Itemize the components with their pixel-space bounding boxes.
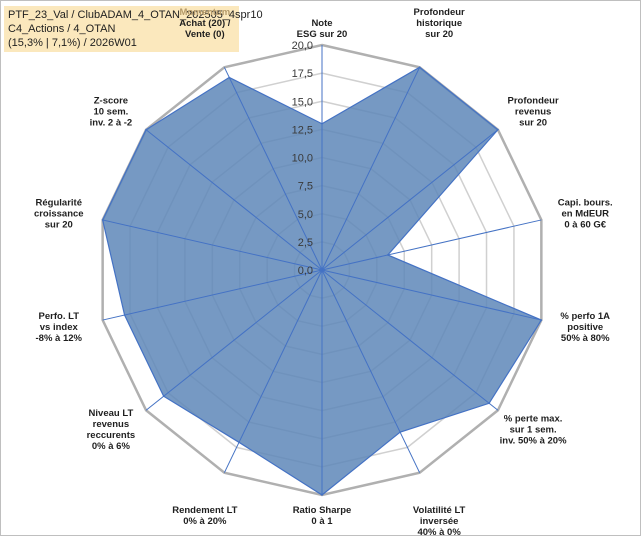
axis-label: Note ESG sur 20	[297, 18, 348, 40]
tick-label: 2,5	[298, 237, 313, 249]
axis-spoke	[321, 269, 499, 411]
tick-label: 15,0	[292, 96, 313, 108]
data-point	[418, 66, 421, 69]
period-line: (15,3% | 7,1%) / 2026W01	[8, 37, 137, 49]
data-point	[238, 441, 240, 444]
axis-spoke	[321, 129, 499, 271]
axis-label: Momentum Achat (20) / Vente (0)	[179, 7, 231, 40]
axis-label: Z-score 10 sem. inv. 2 à -2	[90, 95, 133, 128]
axis-spoke	[145, 269, 323, 411]
data-point	[387, 254, 389, 256]
data-point	[321, 494, 323, 496]
tick-label: 7,5	[298, 181, 313, 193]
data-point	[488, 402, 490, 405]
tick-label: 17,5	[292, 68, 313, 80]
data-point	[145, 128, 147, 131]
axis-spoke	[321, 67, 421, 271]
axis-label: % perte max. sur 1 sem. inv. 50% à 20%	[500, 413, 567, 446]
portfolio-line: PTF_23_Val / ClubADAM_4_OTAN_202505_4spr…	[8, 9, 263, 21]
axis-label: Profondeur historique sur 20	[414, 7, 465, 40]
axis-spoke	[223, 67, 323, 271]
axis-spoke	[321, 269, 542, 321]
axis-spoke	[223, 269, 323, 473]
axis-spoke	[102, 219, 323, 271]
axis-label: Rendement LT 0% à 20%	[172, 505, 237, 527]
axis-label: Ratio Sharpe 0 à 1	[293, 505, 352, 527]
axis-label: % perfo 1A positive 50% à 80%	[560, 311, 610, 344]
axis-label: Perfo. LT vs index -8% à 12%	[36, 311, 83, 344]
data-point	[228, 76, 231, 79]
tick-label: 20,0	[292, 40, 313, 52]
tick-label: 0,0	[298, 265, 313, 277]
data-point	[123, 314, 126, 316]
chart-header: PTF_23_Val / ClubADAM_4_OTAN_202505_4spr…	[4, 6, 263, 52]
data-point	[321, 122, 323, 125]
axis-label: Régularité croissance sur 20	[34, 198, 84, 231]
data-point	[399, 431, 401, 433]
axis-label: Profondeur revenus sur 20	[507, 95, 558, 128]
category-line: C4_Actions / 4_OTAN	[8, 23, 116, 35]
tick-label: 5,0	[298, 209, 313, 221]
tick-label: 12,5	[292, 124, 313, 136]
data-point	[101, 219, 104, 221]
axis-spoke	[102, 269, 323, 321]
axis-label: Capi. bours. en MdEUR 0 à 60 G€	[558, 198, 613, 231]
axis-spoke	[145, 129, 323, 271]
axis-spoke	[321, 269, 421, 473]
data-point	[497, 128, 499, 131]
data-point	[162, 395, 165, 398]
axis-label: Niveau LT revenus reccurents 0% à 6%	[87, 408, 136, 452]
tick-label: 10,0	[292, 153, 313, 165]
axis-label: Volatilité LT inversée 40% à 0%	[413, 505, 466, 536]
data-point	[540, 319, 543, 321]
axis-spoke	[321, 219, 542, 271]
